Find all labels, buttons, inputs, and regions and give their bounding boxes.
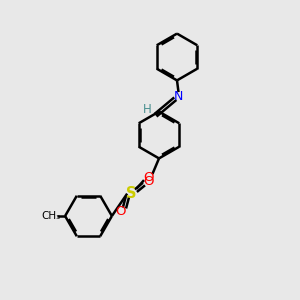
Text: H: H [143,103,152,116]
Text: CH₃: CH₃ [41,211,60,221]
Text: O: O [143,175,153,188]
Text: O: O [143,171,153,184]
Text: N: N [174,89,183,103]
Text: S: S [126,186,137,201]
Text: O: O [115,205,125,218]
